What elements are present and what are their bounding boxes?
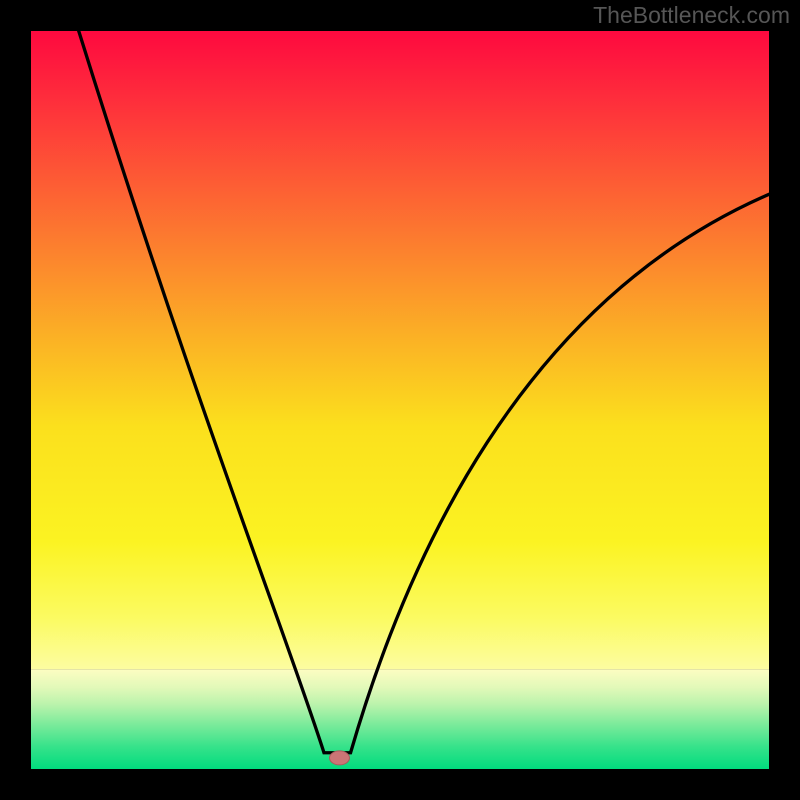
gradient-bottom: [31, 669, 769, 769]
chart-stage: TheBottleneck.com: [0, 0, 800, 800]
gradient-top: [31, 31, 769, 669]
min-marker: [329, 751, 349, 765]
bottleneck-chart: [0, 0, 800, 800]
plot-area: [31, 20, 780, 769]
watermark-text: TheBottleneck.com: [593, 2, 790, 29]
